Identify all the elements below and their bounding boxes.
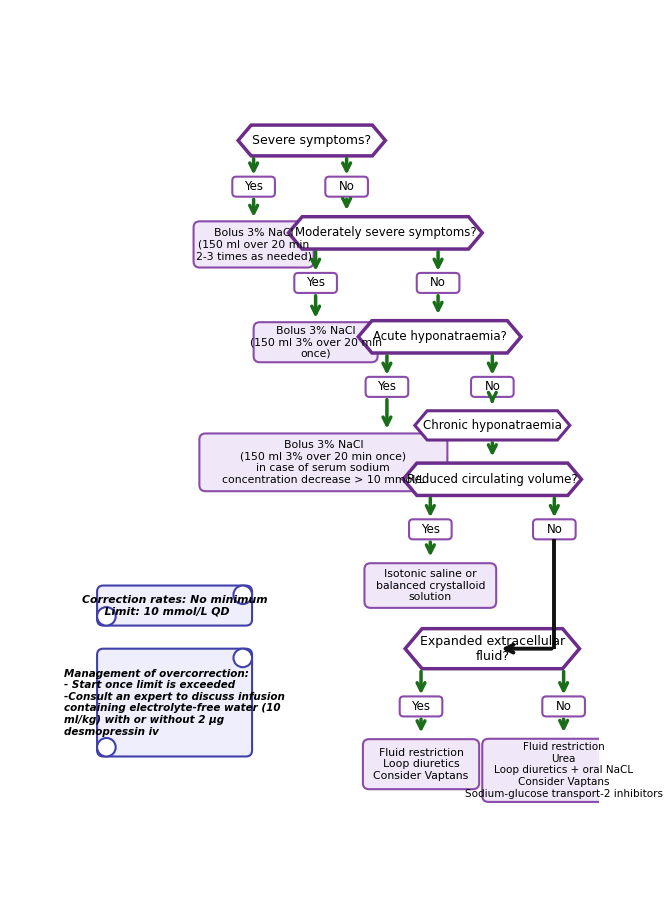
Text: Bolus 3% NaCl
(150 ml 3% over 20 min
once): Bolus 3% NaCl (150 ml 3% over 20 min onc… — [249, 325, 382, 359]
FancyBboxPatch shape — [400, 696, 442, 717]
FancyBboxPatch shape — [363, 739, 479, 789]
Text: Moderately severe symptoms?: Moderately severe symptoms? — [295, 227, 476, 239]
FancyBboxPatch shape — [543, 696, 585, 717]
Text: No: No — [338, 180, 354, 193]
Text: Management of overcorrection:
- Start once limit is exceeded
-Consult an expert : Management of overcorrection: - Start on… — [64, 668, 285, 737]
FancyBboxPatch shape — [409, 519, 452, 539]
FancyBboxPatch shape — [200, 433, 448, 491]
Text: Yes: Yes — [244, 180, 263, 193]
Polygon shape — [415, 410, 570, 440]
Text: Isotonic saline or
balanced crystalloid
solution: Isotonic saline or balanced crystalloid … — [376, 569, 485, 602]
Circle shape — [233, 586, 252, 604]
Text: Chronic hyponatraemia: Chronic hyponatraemia — [423, 419, 562, 432]
Text: Fluid restriction
Loop diuretics
Consider Vaptans: Fluid restriction Loop diuretics Conside… — [374, 748, 469, 781]
FancyBboxPatch shape — [97, 649, 252, 757]
Text: No: No — [484, 380, 500, 393]
Circle shape — [233, 649, 252, 667]
Text: Correction rates: No minimum
      Limit: 10 mmol/L QD: Correction rates: No minimum Limit: 10 m… — [82, 595, 267, 616]
FancyBboxPatch shape — [364, 563, 496, 608]
Polygon shape — [289, 217, 482, 249]
FancyBboxPatch shape — [417, 273, 460, 293]
Polygon shape — [238, 125, 386, 156]
FancyBboxPatch shape — [533, 519, 576, 539]
FancyBboxPatch shape — [253, 323, 378, 362]
Text: Bolus 3% NaCl
(150 ml 3% over 20 min once)
in case of serum sodium
concentration: Bolus 3% NaCl (150 ml 3% over 20 min onc… — [222, 440, 425, 484]
FancyBboxPatch shape — [232, 176, 275, 197]
Text: Yes: Yes — [421, 523, 440, 536]
FancyBboxPatch shape — [295, 273, 337, 293]
Polygon shape — [358, 321, 521, 353]
Text: Reduced circulating volume?: Reduced circulating volume? — [407, 473, 578, 485]
Text: Acute hyponatraemia?: Acute hyponatraemia? — [372, 330, 507, 344]
Text: Severe symptoms?: Severe symptoms? — [252, 134, 371, 147]
FancyBboxPatch shape — [325, 176, 368, 197]
FancyBboxPatch shape — [366, 377, 408, 397]
FancyBboxPatch shape — [482, 739, 645, 802]
Text: Yes: Yes — [306, 276, 325, 290]
Circle shape — [97, 607, 116, 625]
Text: No: No — [430, 276, 446, 290]
FancyBboxPatch shape — [471, 377, 513, 397]
FancyBboxPatch shape — [194, 221, 314, 268]
Text: No: No — [547, 523, 563, 536]
Polygon shape — [405, 629, 579, 669]
Polygon shape — [403, 463, 581, 495]
FancyBboxPatch shape — [97, 586, 252, 625]
Text: Bolus 3% NaCl
(150 ml over 20 min
2-3 times as needed): Bolus 3% NaCl (150 ml over 20 min 2-3 ti… — [196, 228, 312, 261]
Text: Expanded extracellular
fluid?: Expanded extracellular fluid? — [420, 634, 565, 663]
Circle shape — [97, 738, 116, 757]
Text: No: No — [556, 700, 571, 713]
Text: Yes: Yes — [412, 700, 430, 713]
Text: Yes: Yes — [378, 380, 396, 393]
Text: Fluid restriction
Urea
Loop diuretics + oral NaCL
Consider Vaptans
Sodium-glucos: Fluid restriction Urea Loop diuretics + … — [465, 742, 662, 799]
